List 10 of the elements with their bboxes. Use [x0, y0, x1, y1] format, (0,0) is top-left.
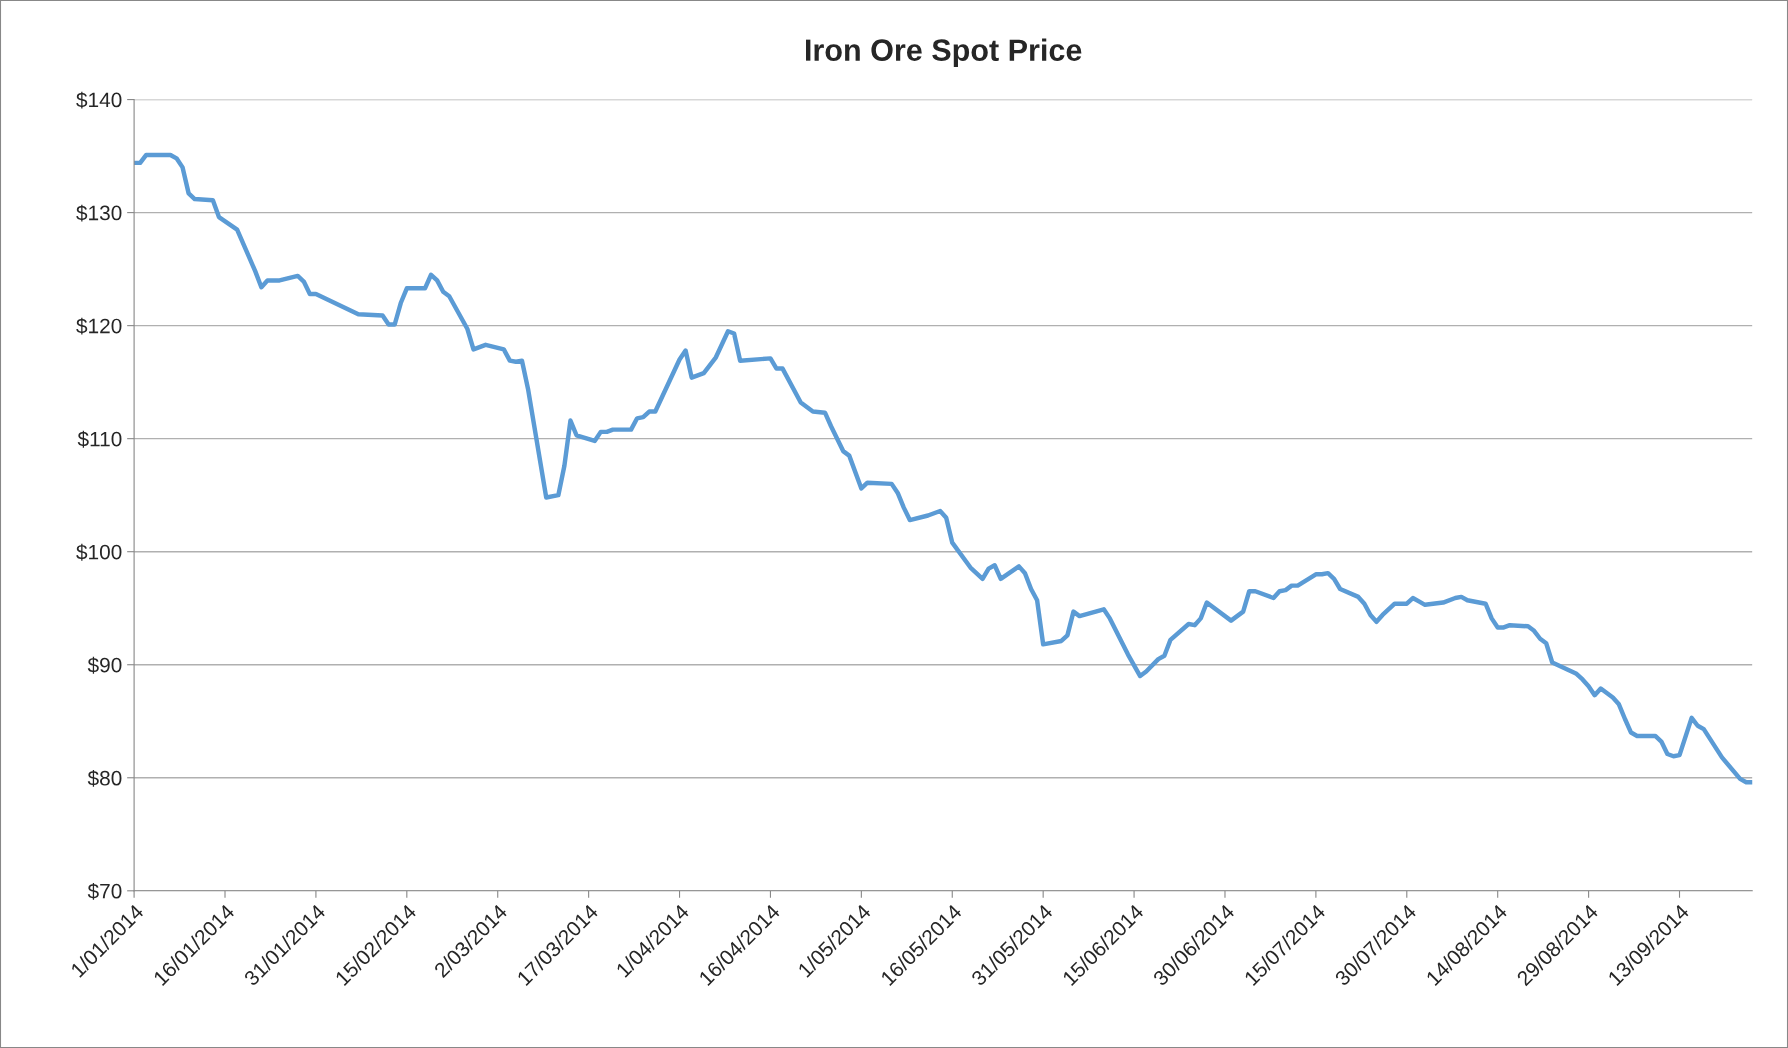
chart-title: Iron Ore Spot Price [805, 38, 1082, 68]
line-series [134, 152, 1753, 785]
y-tick-label: $120 [76, 317, 122, 335]
y-tick-label: $110 [77, 430, 122, 448]
y-tick-label: $130 [76, 204, 122, 222]
y-tick-label: $90 [87, 656, 122, 674]
y-tick-label: $70 [87, 882, 122, 900]
y-tick-label: $100 [76, 543, 122, 561]
y-tick-label: $80 [87, 769, 122, 787]
y-tick-label: $140 [76, 91, 122, 109]
